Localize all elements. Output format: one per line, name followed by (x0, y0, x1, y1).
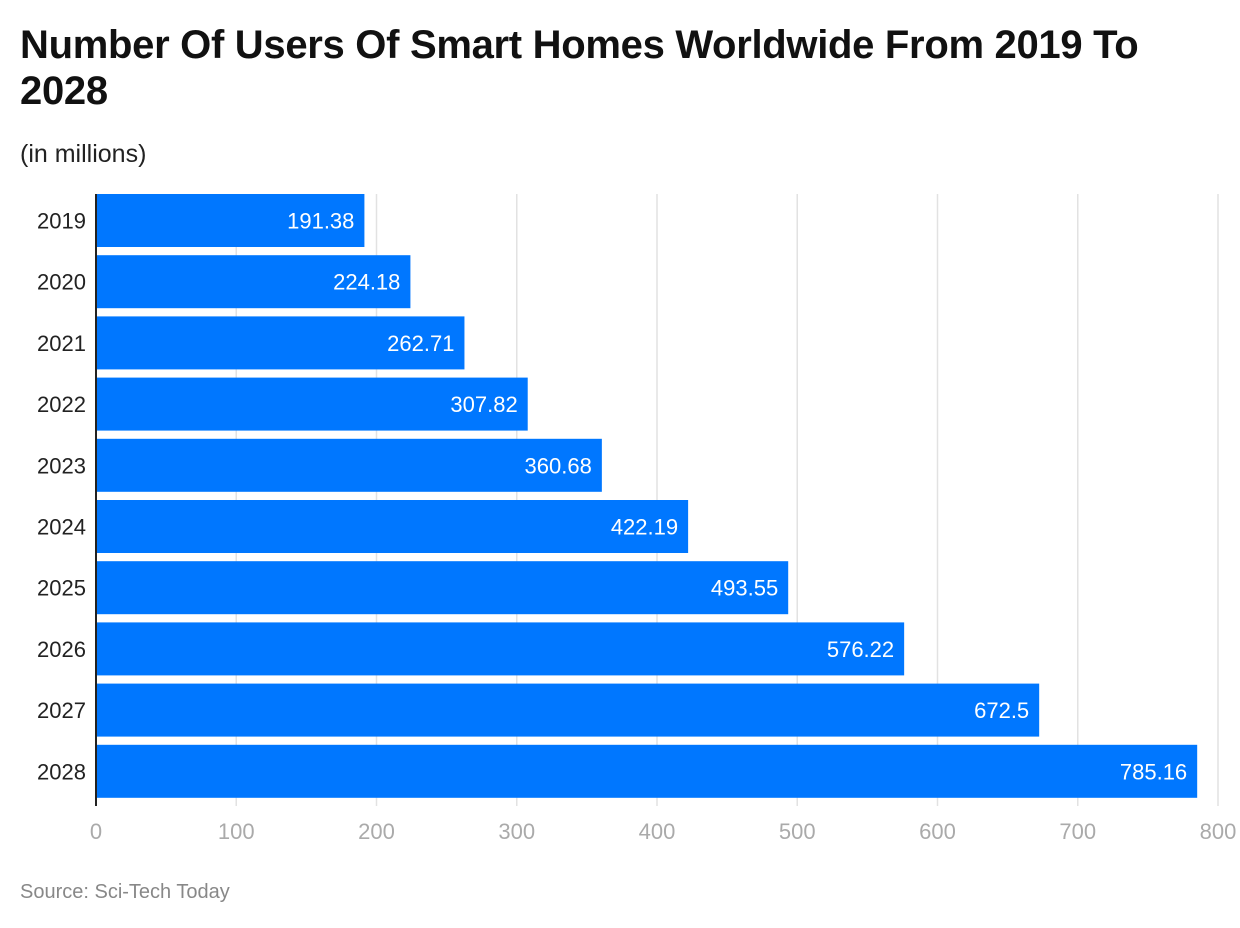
bar (96, 561, 789, 615)
bar-value-label: 493.55 (711, 576, 778, 601)
x-tick-label: 0 (90, 819, 102, 844)
bars: 191.38 224.18 262.71 307.82 360.68 422.19 493.… (96, 194, 1198, 798)
category-label: 2026 (37, 637, 86, 662)
bar-value-label: 191.38 (287, 209, 354, 234)
bar (96, 377, 528, 431)
x-tick-label: 100 (218, 819, 255, 844)
bar (96, 438, 602, 492)
category-label: 2020 (37, 270, 86, 295)
x-tick-label: 300 (498, 819, 535, 844)
bar-chart: 191.38 224.18 262.71 307.82 360.68 422.19 493.… (37, 194, 1236, 844)
bar-value-label: 785.16 (1120, 759, 1187, 784)
bar-value-label: 422.19 (611, 515, 678, 540)
category-label: 2023 (37, 453, 86, 478)
chart-subtitle: (in millions) (20, 140, 147, 168)
category-label: 2019 (37, 209, 86, 234)
bar (96, 194, 365, 247)
bar (96, 683, 1040, 737)
category-labels: 2019 2020 2021 2022 2023 2024 2025 2026 2027 2028 (37, 209, 86, 785)
chart-title: Number Of Users Of Smart Homes Worldwide… (20, 23, 1139, 113)
category-label: 2024 (37, 515, 86, 540)
category-label: 2025 (37, 576, 86, 601)
bar-value-label: 360.68 (525, 453, 592, 478)
bar-value-label: 262.71 (387, 331, 454, 356)
x-tick-label: 500 (779, 819, 816, 844)
category-label: 2027 (37, 698, 86, 723)
category-label: 2022 (37, 392, 86, 417)
bar-value-label: 672.5 (974, 698, 1029, 723)
x-tick-labels: 0 100 200 300 400 500 600 700 800 (90, 819, 1236, 844)
category-label: 2028 (37, 759, 86, 784)
category-label: 2021 (37, 331, 86, 356)
bar (96, 622, 905, 676)
x-tick-label: 400 (639, 819, 676, 844)
bar-value-label: 224.18 (333, 270, 400, 295)
x-tick-label: 200 (358, 819, 395, 844)
bar (96, 500, 689, 553)
x-tick-label: 800 (1200, 819, 1237, 844)
x-tick-label: 600 (919, 819, 956, 844)
x-tick-label: 700 (1059, 819, 1096, 844)
bar (96, 316, 465, 370)
bar (96, 255, 411, 309)
bar-value-label: 576.22 (827, 637, 894, 662)
bar (96, 744, 1198, 798)
bar-value-label: 307.82 (450, 392, 517, 417)
source-note: Source: Sci-Tech Today (20, 881, 230, 903)
